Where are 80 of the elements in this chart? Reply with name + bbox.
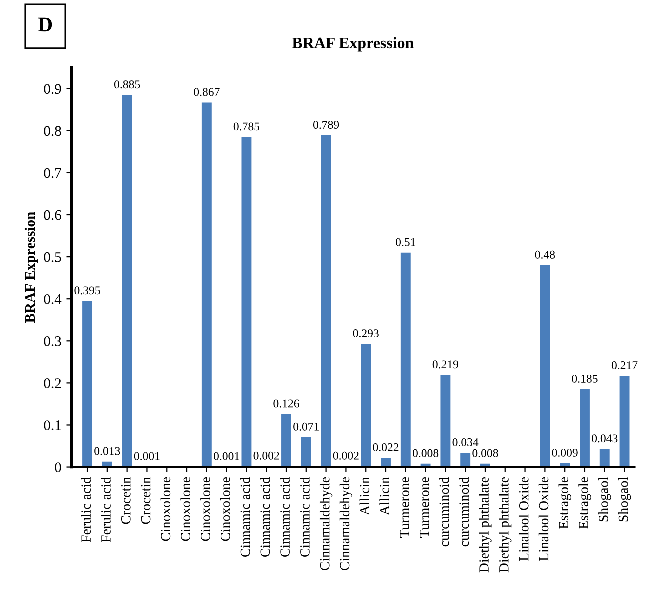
data-label: 0.013 [94, 447, 120, 456]
y-tick-label: 0.7 [44, 168, 62, 178]
x-tick-label: Cinnamic acid [280, 477, 290, 558]
y-tick-label: 0.5 [44, 252, 62, 262]
x-tick-label: Cinoxolone [180, 477, 190, 542]
bar [282, 414, 292, 468]
y-tick-label: 0.9 [44, 84, 62, 94]
bar [321, 136, 332, 468]
x-tick-label: Diethyl phthalate [499, 477, 512, 573]
y-axis-title: BRAF Expression [24, 212, 38, 324]
data-label: 0.022 [373, 444, 399, 452]
data-label: 0.885 [114, 80, 140, 89]
x-tick-label: Crocetin [121, 477, 131, 524]
data-label: 0.001 [214, 452, 240, 460]
y-tick-label: 0.3 [44, 336, 62, 346]
y-tick-label: 0.6 [44, 210, 62, 220]
data-label: 0.293 [353, 330, 379, 338]
x-tick-label: Allicin [360, 477, 370, 516]
data-label: 0.785 [234, 122, 260, 131]
data-label: 0.071 [294, 422, 319, 431]
data-label: 0.008 [472, 449, 498, 458]
x-tick-label: Cinoxolone [160, 477, 171, 542]
x-tick-label: Cinnamaldehyde [340, 477, 353, 571]
y-tick-label: 0.2 [44, 378, 62, 388]
x-tick-label: Cinnamic acid [260, 477, 270, 558]
bar [301, 437, 312, 468]
data-label: 0.126 [274, 400, 300, 408]
data-label: 0.043 [592, 434, 618, 443]
data-label: 0.002 [254, 452, 280, 460]
bar [242, 137, 252, 468]
y-tick-label: 0.1 [44, 420, 62, 430]
x-tick-label: Estragole [558, 477, 572, 530]
data-label: 0.001 [134, 452, 160, 460]
x-tick-label: Cinoxolone [200, 477, 210, 542]
x-tick-label: Crocetin [141, 477, 151, 524]
x-tick-label: Estragole [578, 477, 592, 530]
x-tick-label: Shogaol [598, 477, 612, 522]
data-label: 0.185 [572, 374, 598, 383]
bar [620, 376, 630, 468]
data-label: 0.867 [194, 88, 220, 96]
x-tick-label: curcuminoid [439, 477, 450, 547]
data-label: 0.002 [333, 452, 359, 460]
x-tick-label: curcuminoid [459, 477, 470, 547]
x-tick-label: Cinoxolone [220, 477, 230, 542]
bar [440, 375, 451, 468]
y-tick-label: 0.4 [44, 294, 62, 304]
data-label: 0.51 [396, 238, 416, 246]
x-tick-label: Turmerone [400, 477, 410, 538]
data-label: 0.789 [313, 121, 340, 130]
x-tick-label: Linalool Oxide [538, 477, 549, 562]
bar [540, 265, 550, 468]
bar [361, 344, 372, 468]
x-tick-label: Cinnamic acid [300, 477, 310, 558]
data-label: 0.219 [432, 360, 458, 369]
bar [82, 301, 93, 468]
y-tick-label: 0 [55, 462, 62, 472]
x-tick-label: Turmerone [420, 477, 430, 538]
x-tick-label: Linalool Oxide [518, 477, 529, 562]
bar [400, 252, 411, 468]
text: D [38, 18, 52, 32]
x-tick-label: Diethyl phthalate [479, 477, 492, 573]
bar [580, 389, 590, 468]
data-label: 0.217 [612, 362, 638, 370]
bar [202, 102, 212, 468]
data-label: 0.009 [552, 448, 578, 457]
bar [600, 449, 610, 468]
x-tick-label: Cinnamic acid [240, 477, 250, 558]
x-tick-label: Ferulic acid [81, 477, 92, 543]
x-tick-label: Cinnamaldehyde [320, 477, 333, 571]
data-label: 0.008 [412, 449, 439, 458]
chart-title: BRAF Expression [292, 37, 414, 52]
data-label: 0.395 [74, 286, 100, 295]
y-tick-label: 0.8 [44, 126, 62, 136]
x-tick-label: Allicin [380, 477, 390, 516]
x-tick-label: Shogaol [618, 477, 632, 522]
data-label: 0.48 [535, 250, 556, 259]
data-label: 0.034 [452, 438, 479, 446]
x-tick-label: Ferulic acid [101, 477, 111, 543]
bar [122, 95, 132, 468]
bar [460, 452, 471, 468]
